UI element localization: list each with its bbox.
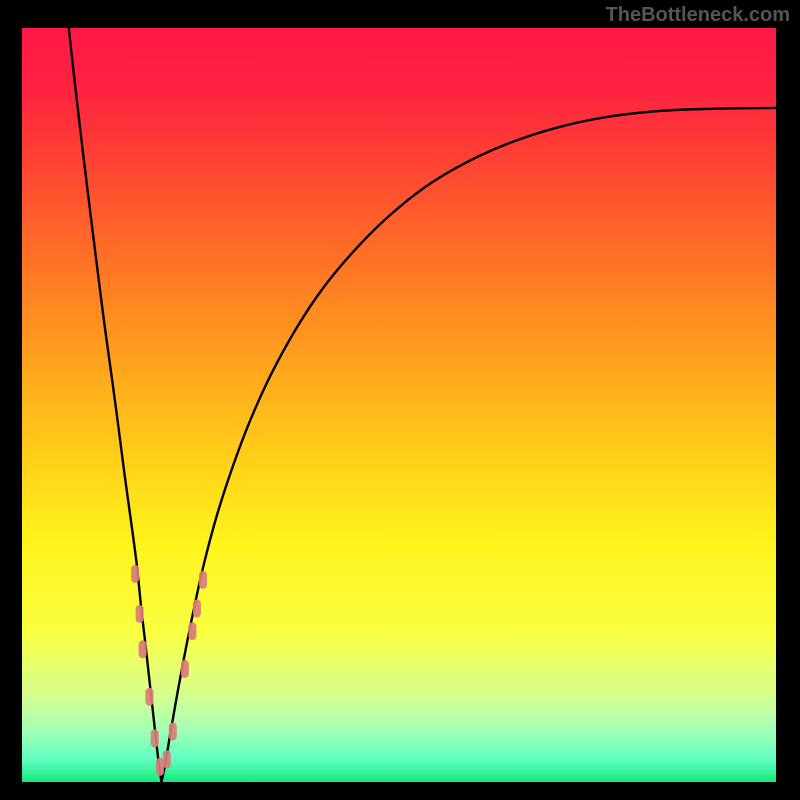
data-marker [193, 600, 201, 618]
data-marker [169, 722, 177, 740]
attribution-text: TheBottleneck.com [606, 4, 790, 27]
data-marker [145, 688, 153, 706]
data-marker [131, 565, 139, 583]
data-marker [199, 571, 207, 589]
data-marker [151, 729, 159, 747]
bottleneck-chart-container: TheBottleneck.com [0, 0, 800, 800]
data-marker [181, 660, 189, 678]
data-marker [139, 640, 147, 658]
data-marker [163, 750, 171, 768]
chart-svg [0, 0, 800, 800]
data-marker [188, 622, 196, 640]
data-marker [136, 605, 144, 623]
gradient-background [22, 28, 776, 782]
